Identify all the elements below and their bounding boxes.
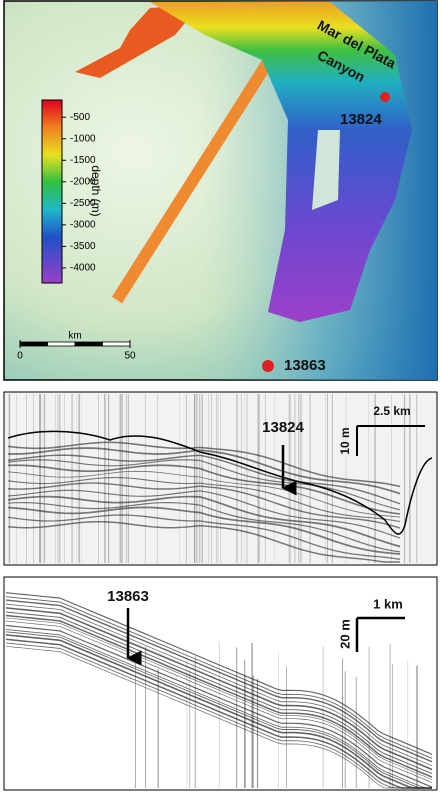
reflector [5,645,432,789]
reflector [5,634,432,789]
station-label: 13863 [284,357,326,374]
reflector [5,620,433,784]
reflector [5,614,433,778]
scale-segment [19,341,48,347]
reflector [5,631,432,789]
reflector [7,459,401,511]
seismic-reflectors [7,394,418,563]
scale-segment [47,341,76,347]
swath-line [111,58,274,304]
reflector [7,482,401,529]
profile-panel: 13863 1 km 20 m [3,576,438,791]
reflector [7,506,401,555]
reflector [7,447,401,495]
scale-v-label: 10 m [338,427,352,454]
reflector [5,603,433,767]
reflector [5,617,433,780]
reflector [5,607,433,771]
reflector [5,624,433,788]
scale-v-label: 20 m [337,619,352,649]
swath-main [150,2,412,322]
scale-tick-label: 0 [17,351,23,362]
reflector [5,642,432,789]
colorbar-tick-label: -1000 [70,133,96,144]
scale-tick-label: 50 [124,351,136,362]
reflector [7,441,401,488]
swath-strip [75,5,200,78]
colorbar-tick-label: -2000 [70,176,96,187]
reflector [7,514,401,560]
station-dot [380,92,390,102]
station-label: 13824 [340,111,382,128]
reflector [7,520,400,563]
swath-gap [312,130,340,210]
seafloor [7,430,433,535]
reflector [5,611,433,775]
reflector [7,489,401,539]
scale-h-label: 1 km [373,596,403,611]
profile-background [3,391,438,566]
reflector [5,629,432,789]
scale-segment [74,341,103,347]
seismic-reflectors [5,592,433,789]
colorbar-title: depth (m) [89,165,103,216]
reflector [7,470,401,518]
reflector [7,464,401,515]
reflector [5,596,433,759]
map-panel: depth (m) km 13824 13863 Mar del Plata C… [3,0,438,381]
colorbar-tick-label: -3500 [70,241,96,252]
colorbar-tick-label: -2500 [70,198,96,209]
colorbar-tick-label: -500 [70,112,90,123]
profile-panel: 13824 2.5 km 10 m [3,391,438,566]
colorbar-tick-label: -3000 [70,220,96,231]
scale-title: km [68,331,81,342]
reflector [7,495,401,548]
colorbar [41,99,63,284]
scale-segment [102,341,131,347]
reflector [5,599,433,763]
scale-h-label: 2.5 km [373,404,410,418]
station-label: 13824 [262,419,304,436]
station-dot [262,360,274,372]
station-label: 13863 [107,588,149,605]
reflector [7,454,401,505]
colorbar-tick-label: -4000 [70,263,96,274]
reflector [7,477,401,523]
colorbar-tick-label: -1500 [70,155,96,166]
reflector [5,592,433,755]
reflector [7,501,401,553]
reflector [5,638,432,789]
